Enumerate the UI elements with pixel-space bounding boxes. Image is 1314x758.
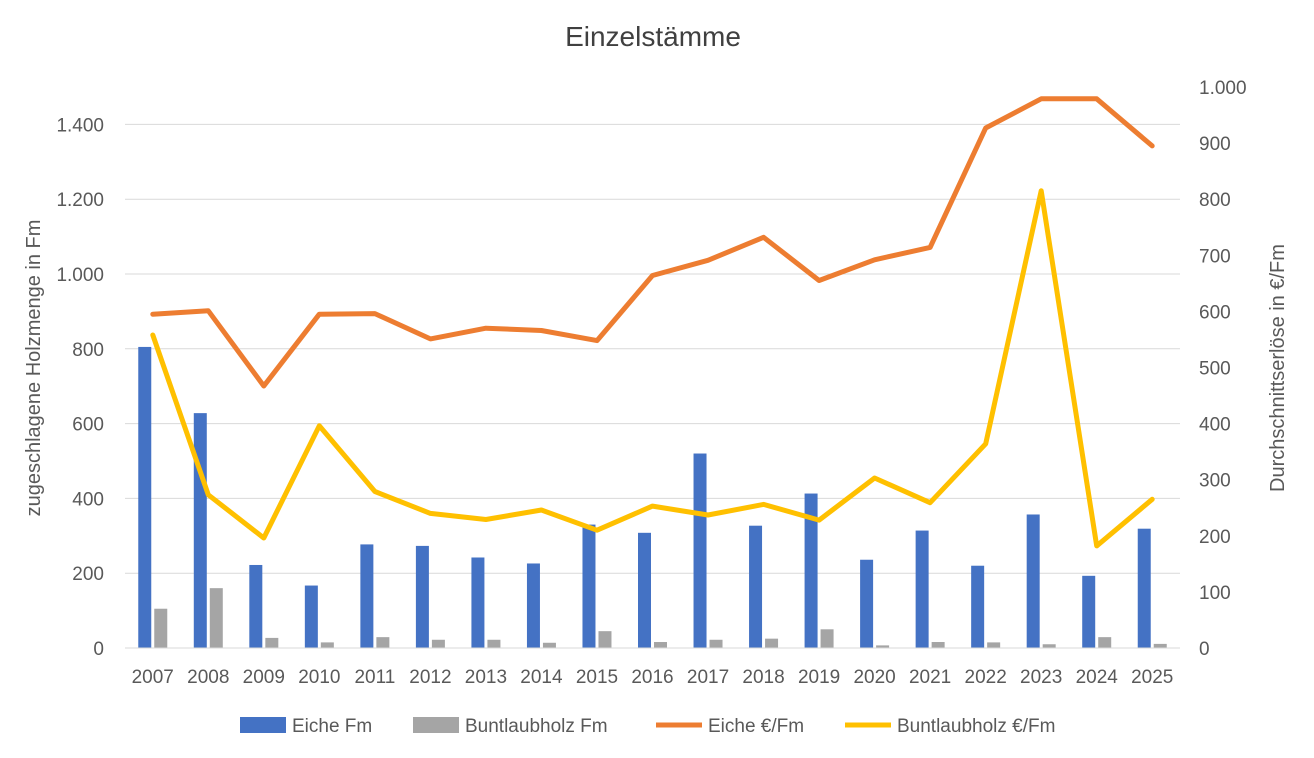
bar	[820, 629, 834, 648]
x-tick-label: 2018	[742, 667, 784, 688]
bar	[265, 637, 279, 648]
y2-tick-label: 100	[1199, 583, 1231, 604]
bar	[138, 346, 152, 648]
bar	[304, 585, 318, 648]
x-tick-label: 2020	[853, 667, 895, 688]
bar	[360, 544, 374, 648]
x-tick-label: 2024	[1076, 667, 1119, 688]
y2-tick-label: 1.000	[1199, 78, 1247, 99]
x-tick-label: 2010	[298, 667, 340, 688]
y-tick-label: 1.400	[56, 115, 104, 136]
bar	[209, 588, 223, 648]
x-tick-label: 2012	[409, 667, 451, 688]
legend-swatch	[240, 717, 286, 733]
bar	[249, 564, 263, 648]
y2-tick-label: 200	[1199, 527, 1231, 548]
bar	[638, 532, 651, 648]
x-tick-label: 2019	[798, 667, 840, 688]
x-tick-label: 2008	[187, 667, 229, 688]
y-tick-label: 400	[72, 489, 104, 510]
x-tick-label: 2021	[909, 667, 951, 688]
y2-tick-label: 600	[1199, 302, 1231, 323]
y2-tick-label: 700	[1199, 246, 1231, 267]
bar	[415, 545, 429, 648]
x-tick-label: 2022	[965, 667, 1007, 688]
x-tick-label: 2015	[576, 667, 618, 688]
series-line	[150, 96, 1155, 389]
bar	[1026, 514, 1040, 648]
x-tick-label: 2007	[132, 667, 174, 688]
bar	[860, 559, 874, 648]
series-line	[150, 188, 1155, 549]
axes: 0 200 400 600 800 1.000 1.200 1.400 0 100 200 300 40…	[56, 78, 1246, 688]
x-tick-label: 2014	[520, 667, 563, 688]
y2-tick-label: 900	[1199, 134, 1231, 155]
bar	[471, 557, 485, 648]
bar	[654, 642, 667, 648]
y-axis-title: zugeschlagene Holzmenge in Fm	[23, 220, 45, 517]
y2-axis-title: Durchschnittserlöse in €/Fm	[1267, 244, 1289, 492]
legend-label: Buntlaubholz Fm	[465, 716, 608, 737]
y-tick-label: 200	[72, 564, 104, 585]
bar	[709, 639, 723, 648]
y-tick-label: 1.000	[56, 265, 104, 286]
legend-label: Buntlaubholz €/Fm	[897, 716, 1055, 737]
bar	[542, 642, 556, 648]
bar	[804, 493, 818, 648]
bar	[876, 645, 890, 648]
bar	[1153, 643, 1167, 648]
x-tick-label: 2009	[243, 667, 285, 688]
bars	[138, 346, 1167, 648]
bar	[487, 639, 501, 648]
bar	[154, 608, 168, 648]
bar	[1042, 644, 1056, 648]
x-tick-label: 2017	[687, 667, 729, 688]
bar	[193, 413, 207, 648]
bar	[749, 525, 763, 648]
y2-tick-label: 500	[1199, 359, 1231, 380]
y2-tick-label: 300	[1199, 471, 1231, 492]
legend-label: Eiche Fm	[292, 716, 372, 737]
bar	[1137, 528, 1151, 648]
y2-tick-label: 0	[1199, 639, 1210, 660]
x-tick-label: 2023	[1020, 667, 1062, 688]
bar	[765, 638, 779, 648]
bar	[987, 642, 1001, 648]
bar	[376, 637, 390, 648]
x-tick-label: 2013	[465, 667, 507, 688]
y-tick-label: 800	[72, 340, 104, 361]
x-tick-label: 2011	[354, 667, 395, 688]
x-tick-label: 2016	[631, 667, 673, 688]
legend-label: Eiche €/Fm	[708, 716, 804, 737]
bar	[693, 453, 707, 648]
bar	[931, 642, 945, 648]
y-tick-label: 0	[93, 639, 104, 660]
bar	[971, 565, 985, 648]
legend: Eiche Fm Buntlaubholz Fm Eiche €/Fm Buntlau…	[240, 716, 1055, 737]
legend-swatch	[413, 717, 459, 733]
bar	[915, 530, 929, 648]
y2-tick-label: 800	[1199, 190, 1231, 211]
y-tick-label: 600	[72, 415, 104, 436]
y2-tick-label: 400	[1199, 415, 1231, 436]
lines	[150, 96, 1155, 549]
x-tick-label: 2025	[1131, 667, 1173, 688]
bar	[1082, 575, 1096, 648]
bar	[582, 524, 596, 648]
y-tick-label: 1.200	[56, 190, 104, 211]
bar	[431, 639, 445, 648]
bar	[526, 563, 540, 648]
chart-title: Einzelstämme	[565, 21, 741, 52]
bar	[598, 631, 612, 648]
bar	[1098, 637, 1112, 648]
bar	[320, 642, 334, 648]
